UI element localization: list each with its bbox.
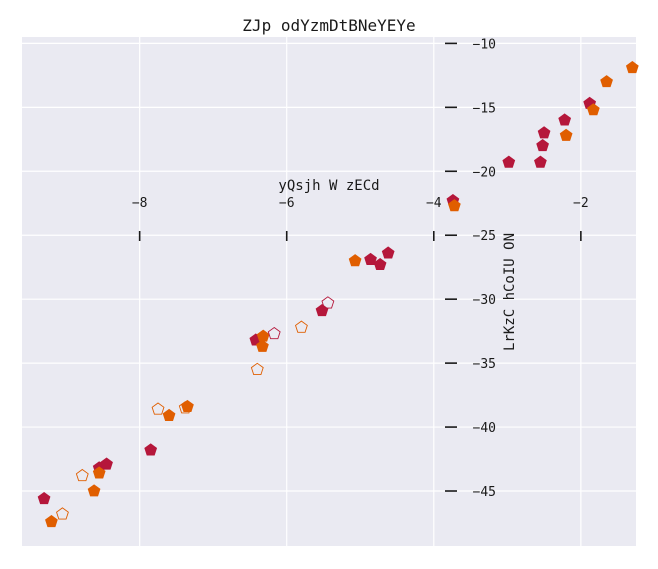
chart-title: ZJp odYzmDtBNeYEYe	[242, 16, 415, 35]
data-point-hollow-3	[56, 507, 69, 520]
x-tick-label: −4	[426, 196, 442, 211]
data-point-filled-1	[348, 254, 362, 267]
x-tick-label: −8	[132, 196, 148, 211]
data-point-filled-1	[92, 466, 106, 479]
data-point-hollow-3	[178, 401, 192, 414]
y-tick-label: −45	[473, 485, 496, 500]
x-tick-label: −6	[279, 196, 295, 211]
data-point-filled-1	[256, 329, 270, 342]
x-axis-label: yQsjh W zECd	[278, 178, 379, 194]
data-point-filled-0	[381, 246, 395, 259]
data-point-filled-1	[600, 75, 613, 88]
axis-ticks: −8 −6 −4 −2 −10 −15 −20 −25 −30 −35 −40 −45	[132, 37, 589, 500]
data-point-hollow-2	[321, 296, 335, 309]
y-tick-label: −15	[473, 101, 496, 116]
y-tick-label: −10	[473, 37, 496, 52]
data-points	[37, 60, 639, 528]
data-point-filled-1	[45, 515, 58, 528]
data-point-filled-0	[502, 155, 516, 168]
data-point-filled-0	[144, 443, 158, 456]
data-point-filled-0	[537, 126, 551, 139]
data-point-filled-0	[558, 113, 572, 126]
data-point-filled-0	[364, 252, 377, 265]
data-point-filled-1	[256, 339, 269, 352]
data-point-hollow-3	[75, 468, 89, 482]
y-axis-label: LrKzC hCoIU ON	[502, 233, 518, 351]
data-point-filled-0	[536, 139, 549, 152]
data-point-hollow-2	[267, 326, 281, 340]
data-point-filled-0	[534, 155, 547, 168]
data-point-filled-1	[625, 60, 639, 74]
grid-lines	[22, 37, 636, 546]
data-point-filled-1	[87, 484, 101, 497]
x-tick-label: −2	[573, 196, 589, 211]
data-point-filled-1	[586, 103, 600, 116]
data-point-filled-1	[448, 199, 461, 212]
data-point-hollow-3	[250, 362, 264, 375]
data-point-filled-1	[162, 408, 176, 421]
y-tick-label: −40	[473, 421, 496, 436]
y-tick-label: −30	[473, 293, 496, 308]
data-point-filled-0	[373, 257, 387, 271]
data-point-hollow-3	[295, 320, 308, 333]
y-tick-label: −35	[473, 357, 496, 372]
data-point-hollow-3	[151, 402, 165, 415]
y-tick-label: −25	[473, 229, 496, 244]
y-tick-label: −20	[473, 165, 496, 180]
data-point-filled-0	[100, 457, 113, 470]
data-point-filled-1	[559, 128, 573, 141]
data-point-filled-0	[37, 491, 51, 505]
plot-area	[22, 37, 636, 546]
